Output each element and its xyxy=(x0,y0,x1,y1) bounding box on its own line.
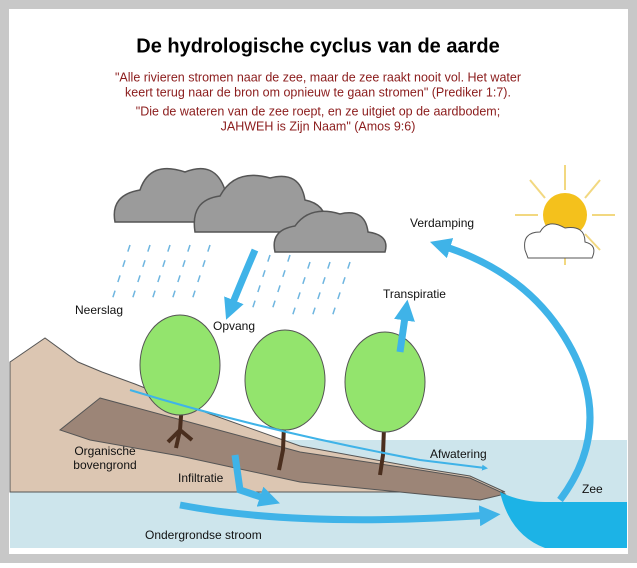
label: Opvang xyxy=(213,319,255,333)
quote-line: JAHWEH is Zijn Naam" (Amos 9:6) xyxy=(221,119,416,133)
diagram: De hydrologische cyclus van de aarde "Al… xyxy=(0,0,637,563)
sun xyxy=(515,165,615,265)
label: Infiltratie xyxy=(178,471,224,485)
title: De hydrologische cyclus van de aarde xyxy=(136,35,499,57)
label: bovengrond xyxy=(73,458,136,472)
label: Organische xyxy=(74,444,136,458)
label: Afwatering xyxy=(430,447,487,461)
label: Verdamping xyxy=(410,216,474,230)
quote-line: "Die de wateren van de zee roept, en ze … xyxy=(136,104,500,118)
quote-line: keert terug naar de bron om opnieuw te g… xyxy=(125,85,511,99)
label: Neerslag xyxy=(75,303,123,317)
label: Transpiratie xyxy=(383,287,446,301)
label: Ondergrondse stroom xyxy=(145,528,262,542)
quote-line: "Alle rivieren stromen naar de zee, maar… xyxy=(115,70,521,84)
label: Zee xyxy=(582,482,603,496)
page: De hydrologische cyclus van de aarde "Al… xyxy=(0,0,637,563)
